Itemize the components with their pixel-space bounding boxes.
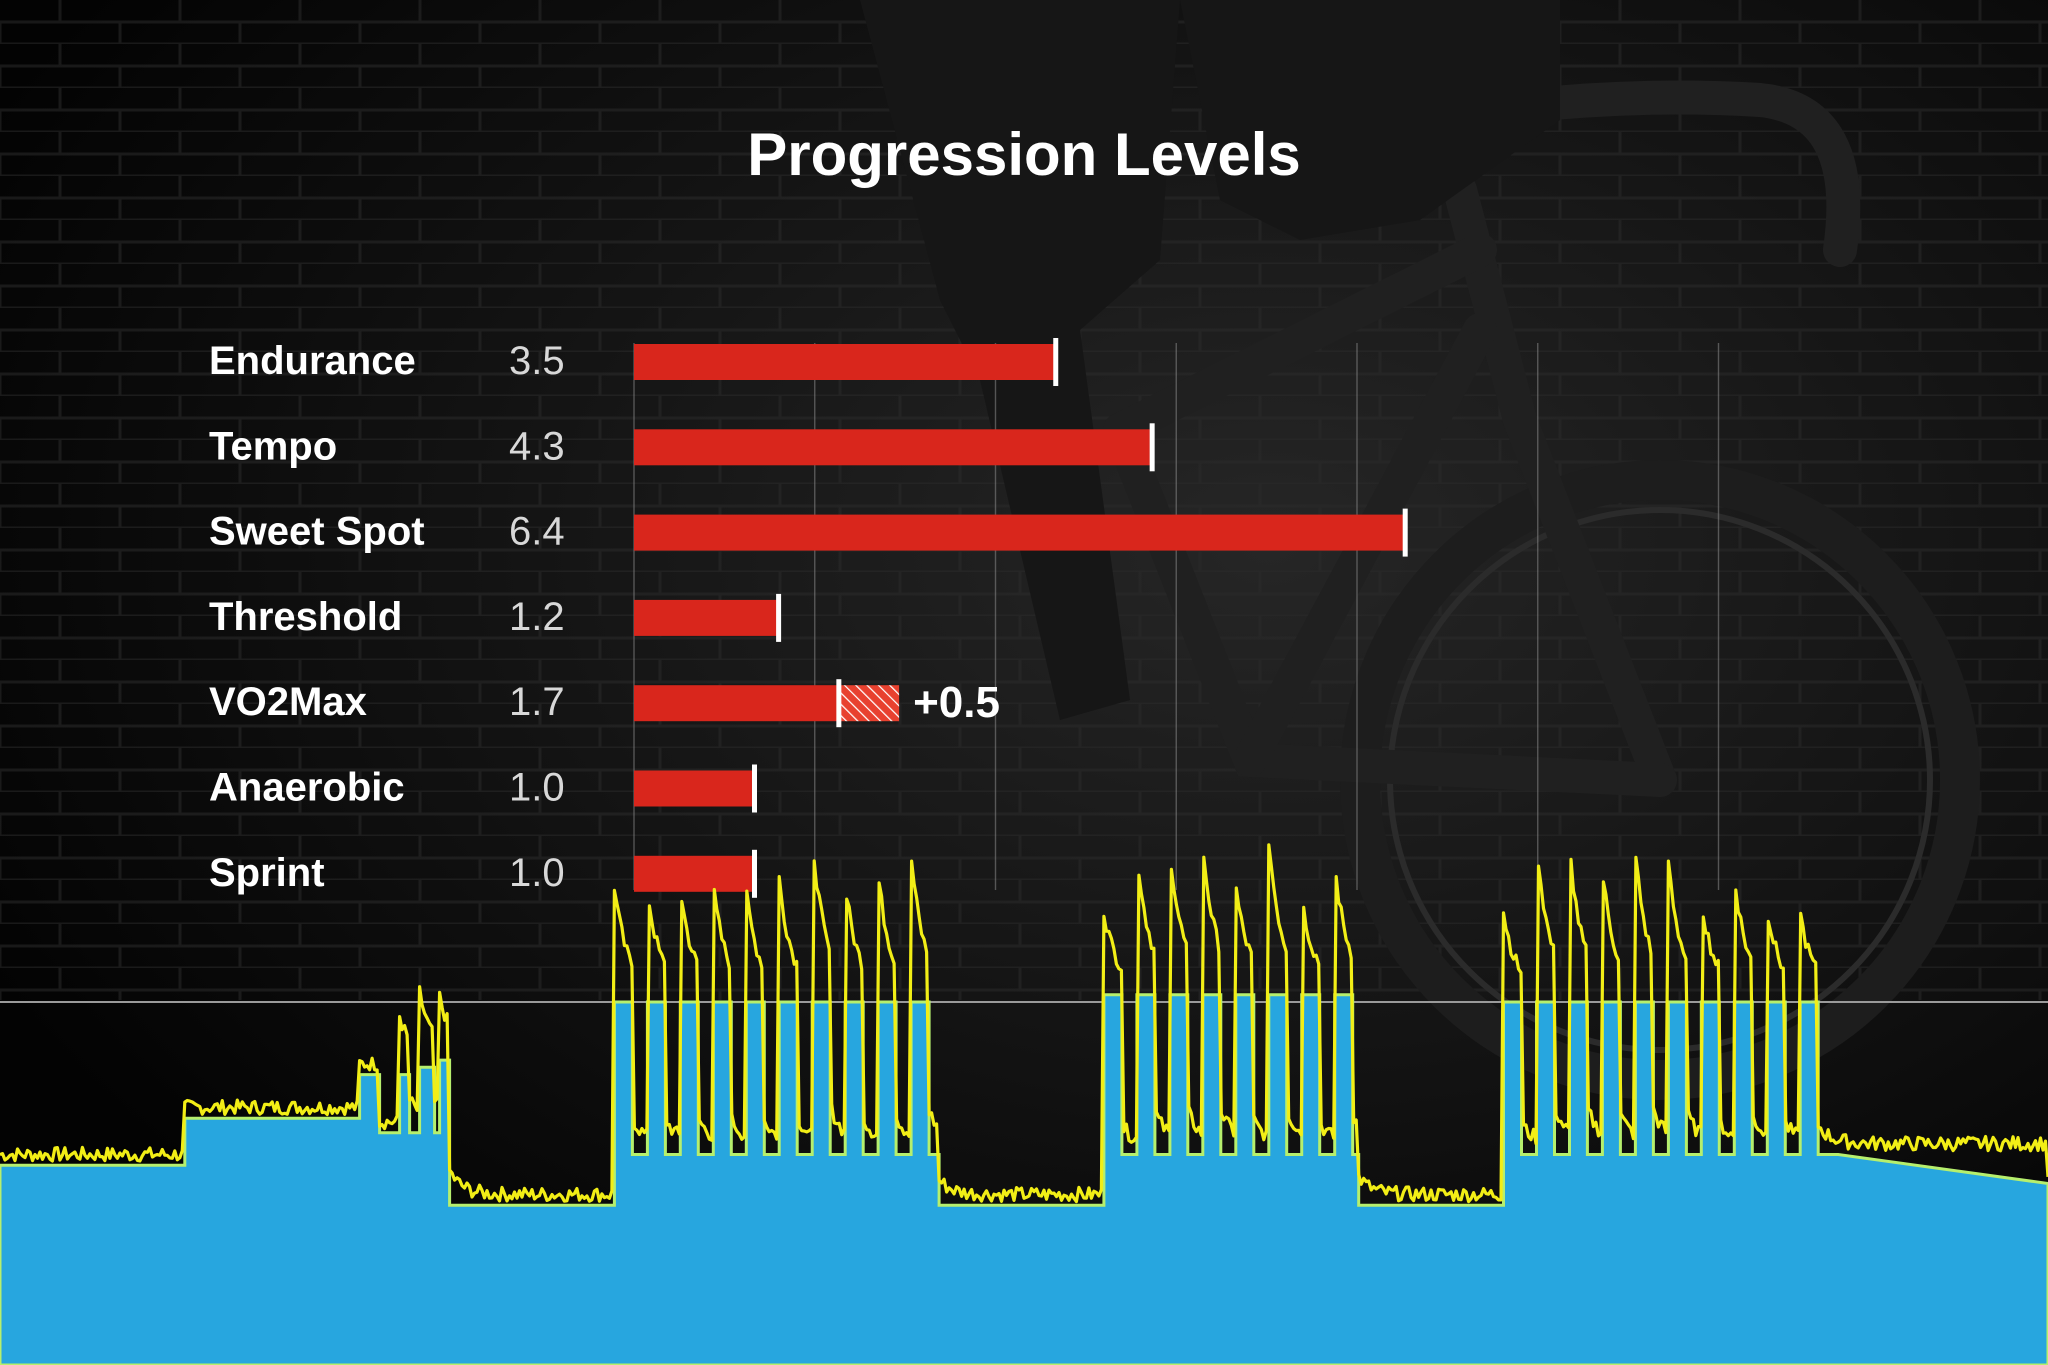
bar-sweet-spot (634, 514, 1406, 551)
value-label: 1.0 (509, 851, 565, 895)
category-labels: Endurance 3.5 Tempo 4.3 Sweet Spot 6.4 Thresho… (209, 339, 1000, 895)
category-label: Tempo (209, 424, 337, 468)
bar-threshold (634, 599, 779, 636)
category-label: Sprint (209, 851, 325, 895)
level-marker (1053, 338, 1059, 386)
level-marker (752, 849, 757, 898)
bar-group (634, 338, 1408, 898)
value-label: 3.5 (509, 339, 565, 383)
bar-tempo (634, 429, 1153, 466)
workout-target-area (0, 993, 2048, 1365)
value-label: 1.0 (509, 766, 565, 810)
bar-anaerobic (634, 770, 755, 807)
category-label: Endurance (209, 339, 416, 383)
category-label: Threshold (209, 595, 402, 639)
value-label: 6.4 (509, 510, 565, 554)
increase-bar (838, 685, 900, 722)
bar-sprint (634, 855, 755, 892)
value-label: 1.7 (509, 680, 565, 724)
bar-vo2max (634, 685, 839, 722)
category-label: Sweet Spot (209, 510, 425, 554)
level-marker (1149, 423, 1155, 472)
level-marker (836, 679, 842, 728)
bar-endurance (634, 344, 1056, 380)
chart-title: Progression Levels (747, 121, 1301, 188)
level-marker (752, 764, 757, 813)
category-label: Anaerobic (209, 766, 405, 810)
category-label: VO2Max (209, 680, 367, 724)
workout-power-profile (0, 843, 2048, 1365)
value-label: 1.2 (509, 595, 565, 639)
level-marker (776, 593, 782, 642)
level-marker (1402, 508, 1408, 557)
increase-label: +0.5 (913, 678, 1000, 727)
actual-power-line (0, 843, 2048, 1204)
value-label: 4.3 (509, 424, 565, 468)
